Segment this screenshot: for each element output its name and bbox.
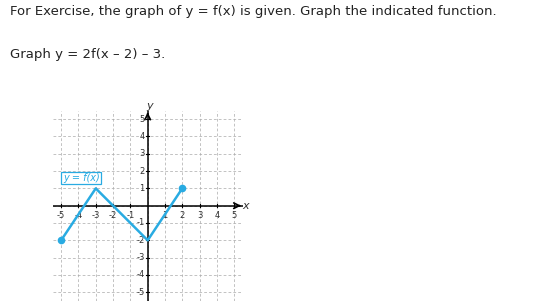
Text: 3: 3 bbox=[139, 149, 144, 158]
Text: y: y bbox=[147, 101, 153, 111]
Text: 5: 5 bbox=[231, 211, 237, 220]
Text: 4: 4 bbox=[139, 132, 144, 141]
Text: -2: -2 bbox=[109, 211, 117, 220]
Text: -4: -4 bbox=[136, 270, 144, 279]
Text: 3: 3 bbox=[197, 211, 202, 220]
Text: -2: -2 bbox=[136, 236, 144, 245]
Text: 2: 2 bbox=[180, 211, 185, 220]
Text: Graph y = 2f(x – 2) – 3.: Graph y = 2f(x – 2) – 3. bbox=[10, 48, 165, 60]
Text: -3: -3 bbox=[136, 253, 144, 262]
Text: x: x bbox=[242, 201, 249, 211]
Text: y = f(x): y = f(x) bbox=[63, 173, 100, 183]
Text: 1: 1 bbox=[162, 211, 168, 220]
Text: -1: -1 bbox=[136, 219, 144, 227]
Text: -3: -3 bbox=[92, 211, 100, 220]
Text: 5: 5 bbox=[139, 115, 144, 124]
Text: 2: 2 bbox=[139, 167, 144, 176]
Text: -5: -5 bbox=[136, 288, 144, 297]
Text: 1: 1 bbox=[139, 184, 144, 193]
Text: -1: -1 bbox=[126, 211, 134, 220]
Text: For Exercise, the graph of y = f(x) is given. Graph the indicated function.: For Exercise, the graph of y = f(x) is g… bbox=[10, 5, 496, 17]
Text: -5: -5 bbox=[57, 211, 66, 220]
Text: -4: -4 bbox=[74, 211, 83, 220]
Text: 4: 4 bbox=[214, 211, 220, 220]
